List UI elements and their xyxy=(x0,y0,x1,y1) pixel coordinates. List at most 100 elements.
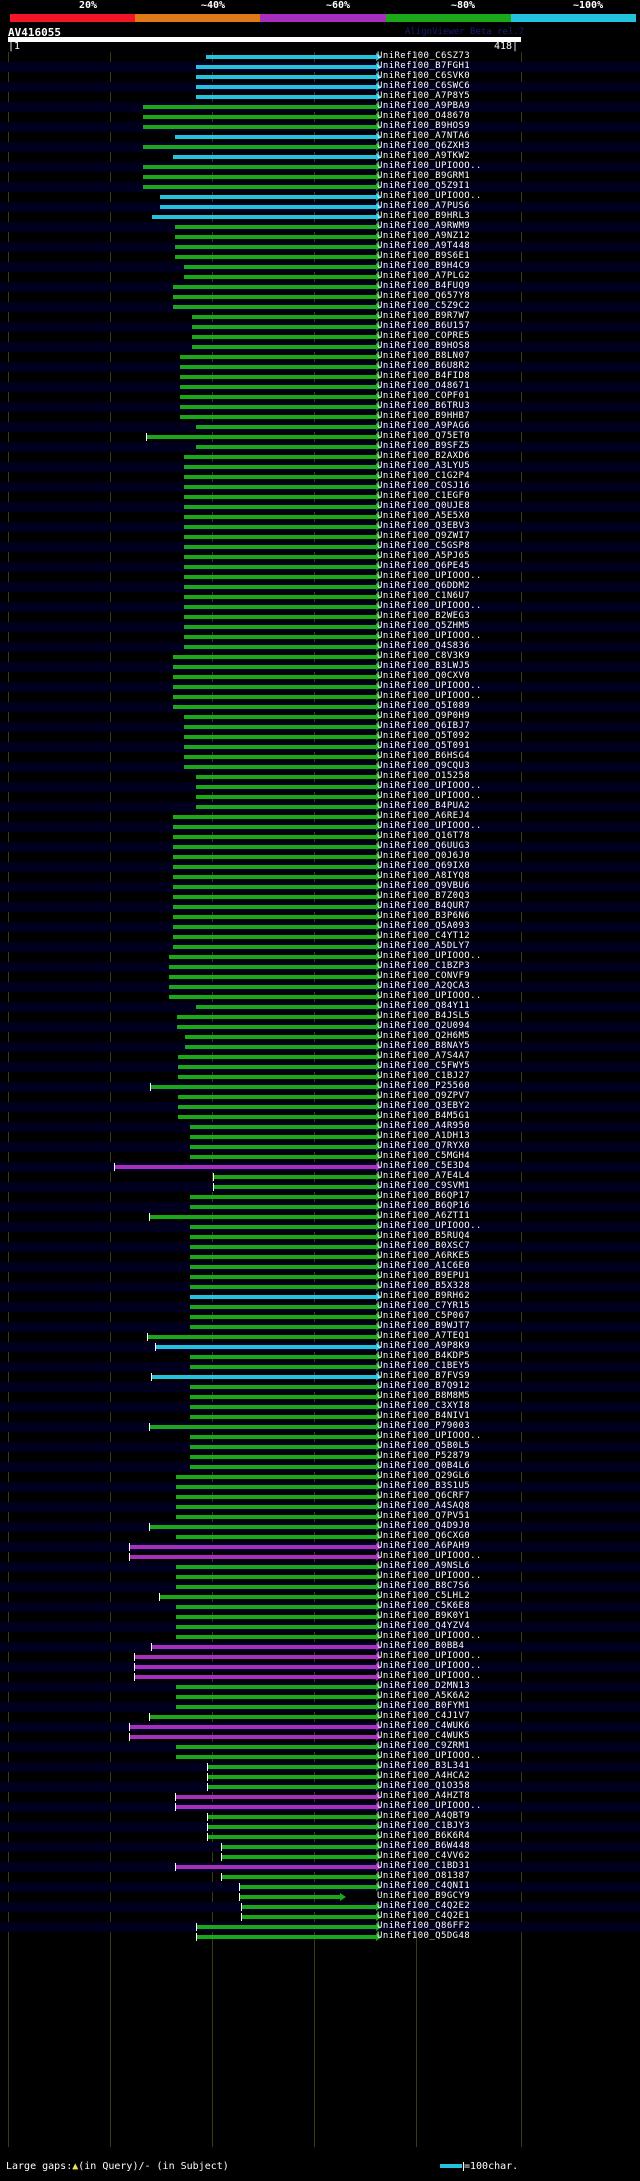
hit-row[interactable]: UniRef100_Q6UUG3 xyxy=(0,841,640,852)
hit-row[interactable]: UniRef100_UPIOOO.. xyxy=(0,681,640,692)
hit-row[interactable]: UniRef100_B4FID8 xyxy=(0,371,640,382)
hit-label[interactable]: UniRef100_COPF01 xyxy=(377,391,471,401)
hsp-bar[interactable] xyxy=(169,975,376,979)
hit-row[interactable]: UniRef100_UPIOOO.. xyxy=(0,821,640,832)
hsp-bar[interactable] xyxy=(156,1345,376,1349)
alignment-hit-plot[interactable]: UniRef100_C6SZ73 UniRef100_B7FGH1 UniRef10… xyxy=(0,51,640,2152)
hit-label[interactable]: UniRef100_A9RWM9 xyxy=(377,221,471,231)
hsp-bar[interactable] xyxy=(196,1005,376,1009)
hit-label[interactable]: UniRef100_D2MN13 xyxy=(377,1681,471,1691)
hit-row[interactable]: UniRef100_CONVF9 xyxy=(0,971,640,982)
hsp-bar[interactable] xyxy=(169,965,376,969)
hit-label[interactable]: UniRef100_B9R7W7 xyxy=(377,311,471,321)
hit-row[interactable]: UniRef100_UPIOOO.. xyxy=(0,1221,640,1232)
hsp-bar[interactable] xyxy=(173,905,376,909)
hit-row[interactable]: UniRef100_C4QNI1 xyxy=(0,1881,640,1892)
hsp-bar[interactable] xyxy=(184,555,376,559)
hit-label[interactable]: UniRef100_Q6CXG0 xyxy=(377,1531,471,1541)
hit-row[interactable]: UniRef100_O48670 xyxy=(0,111,640,122)
hsp-bar[interactable] xyxy=(184,535,376,539)
hsp-bar[interactable] xyxy=(184,745,376,749)
hit-row[interactable]: UniRef100_Q4D9J0 xyxy=(0,1521,640,1532)
hit-label[interactable]: UniRef100_Q4D9J0 xyxy=(377,1521,471,1531)
hit-row[interactable]: UniRef100_A7NTA6 xyxy=(0,131,640,142)
hit-label[interactable]: UniRef100_A5K6A2 xyxy=(377,1691,471,1701)
hit-row[interactable]: UniRef100_Q6CRF7 xyxy=(0,1491,640,1502)
hit-label[interactable]: UniRef100_UPIOOO.. xyxy=(377,1801,482,1811)
hit-label[interactable]: UniRef100_Q75ET0 xyxy=(377,431,471,441)
hit-label[interactable]: UniRef100_B9EPU1 xyxy=(377,1271,471,1281)
hit-label[interactable]: UniRef100_A1C6E0 xyxy=(377,1261,471,1271)
hsp-bar[interactable] xyxy=(176,1685,376,1689)
hit-row[interactable]: UniRef100_Q4YZV4 xyxy=(0,1621,640,1632)
hsp-bar[interactable] xyxy=(208,1825,376,1829)
hit-row[interactable]: UniRef100_B9HRL3 xyxy=(0,211,640,222)
hit-label[interactable]: UniRef100_B6QP16 xyxy=(377,1201,471,1211)
hit-label[interactable]: UniRef100_P52879 xyxy=(377,1451,471,1461)
hsp-bar[interactable] xyxy=(173,665,376,669)
hsp-bar[interactable] xyxy=(173,935,376,939)
hsp-bar[interactable] xyxy=(185,1045,376,1049)
hit-label[interactable]: UniRef100_Q0B4L6 xyxy=(377,1461,471,1471)
hit-label[interactable]: UniRef100_C5Z9C2 xyxy=(377,301,471,311)
hit-row[interactable]: UniRef100_C5MGH4 xyxy=(0,1151,640,1162)
hit-label[interactable]: UniRef100_B3L341 xyxy=(377,1761,471,1771)
hsp-bar[interactable] xyxy=(130,1545,376,1549)
hit-label[interactable]: UniRef100_C9SVM1 xyxy=(377,1181,471,1191)
hit-label[interactable]: UniRef100_A9NZ12 xyxy=(377,231,471,241)
hsp-bar[interactable] xyxy=(184,575,376,579)
hit-label[interactable]: UniRef100_UPIOOO.. xyxy=(377,821,482,831)
hit-row[interactable]: UniRef100_COPF01 xyxy=(0,391,640,402)
hsp-bar[interactable] xyxy=(176,1745,376,1749)
hsp-bar[interactable] xyxy=(242,1915,376,1919)
hsp-bar[interactable] xyxy=(222,1845,376,1849)
hit-row[interactable]: UniRef100_Q5T092 xyxy=(0,731,640,742)
hsp-bar[interactable] xyxy=(176,1495,376,1499)
hit-row[interactable]: UniRef100_A1C6E0 xyxy=(0,1261,640,1272)
hsp-bar[interactable] xyxy=(184,755,376,759)
hit-label[interactable]: UniRef100_Q2U094 xyxy=(377,1021,471,1031)
hsp-bar[interactable] xyxy=(190,1235,376,1239)
hsp-bar[interactable] xyxy=(143,145,376,149)
hsp-bar[interactable] xyxy=(190,1265,376,1269)
hsp-bar[interactable] xyxy=(184,625,376,629)
hsp-bar[interactable] xyxy=(190,1355,376,1359)
hsp-bar[interactable] xyxy=(143,105,376,109)
hit-label[interactable]: UniRef100_B3P6N6 xyxy=(377,911,471,921)
hit-label[interactable]: UniRef100_B6HSG4 xyxy=(377,751,471,761)
hit-label[interactable]: UniRef100_A1DH13 xyxy=(377,1131,471,1141)
hit-label[interactable]: UniRef100_Q86FF2 xyxy=(377,1921,471,1931)
hit-label[interactable]: UniRef100_A9TKW2 xyxy=(377,151,471,161)
hit-row[interactable]: UniRef100_UPIOOO.. xyxy=(0,191,640,202)
hit-label[interactable]: UniRef100_Q0J6J0 xyxy=(377,851,471,861)
hit-label[interactable]: UniRef100_B3LWJ5 xyxy=(377,661,471,671)
hsp-bar[interactable] xyxy=(173,835,376,839)
hit-row[interactable]: UniRef100_C1G2P4 xyxy=(0,471,640,482)
hit-row[interactable]: UniRef100_C6SVK0 xyxy=(0,71,640,82)
hsp-bar[interactable] xyxy=(190,1435,376,1439)
hit-label[interactable]: UniRef100_C9ZRM1 xyxy=(377,1741,471,1751)
hit-row[interactable]: UniRef100_B8NAY5 xyxy=(0,1041,640,1052)
hsp-bar[interactable] xyxy=(222,1855,376,1859)
hit-row[interactable]: UniRef100_A9PBA9 xyxy=(0,101,640,112)
hit-label[interactable]: UniRef100_B0XSC7 xyxy=(377,1241,471,1251)
hsp-bar[interactable] xyxy=(176,1565,376,1569)
hsp-bar[interactable] xyxy=(178,1065,376,1069)
hsp-bar[interactable] xyxy=(173,895,376,899)
hit-row[interactable]: UniRef100_Q5A093 xyxy=(0,921,640,932)
hit-row[interactable]: UniRef100_B2AXD6 xyxy=(0,451,640,462)
hit-row[interactable]: UniRef100_B5RUQ4 xyxy=(0,1231,640,1242)
hit-row[interactable]: UniRef100_Q7PV51 xyxy=(0,1511,640,1522)
hit-label[interactable]: UniRef100_A7S4A7 xyxy=(377,1051,471,1061)
hit-label[interactable]: UniRef100_B2WEG3 xyxy=(377,611,471,621)
hsp-bar[interactable] xyxy=(176,1805,376,1809)
hit-label[interactable]: UniRef100_Q0UJE8 xyxy=(377,501,471,511)
hit-row[interactable]: UniRef100_C5LHL2 xyxy=(0,1591,640,1602)
hit-row[interactable]: UniRef100_Q5Z9I1 xyxy=(0,181,640,192)
hsp-bar[interactable] xyxy=(196,65,376,69)
hit-label[interactable]: UniRef100_A7P8Y5 xyxy=(377,91,471,101)
hit-label[interactable]: UniRef100_B5RUQ4 xyxy=(377,1231,471,1241)
hit-label[interactable]: UniRef100_C5MGH4 xyxy=(377,1151,471,1161)
hsp-bar[interactable] xyxy=(184,465,376,469)
hit-label[interactable]: UniRef100_A9T448 xyxy=(377,241,471,251)
